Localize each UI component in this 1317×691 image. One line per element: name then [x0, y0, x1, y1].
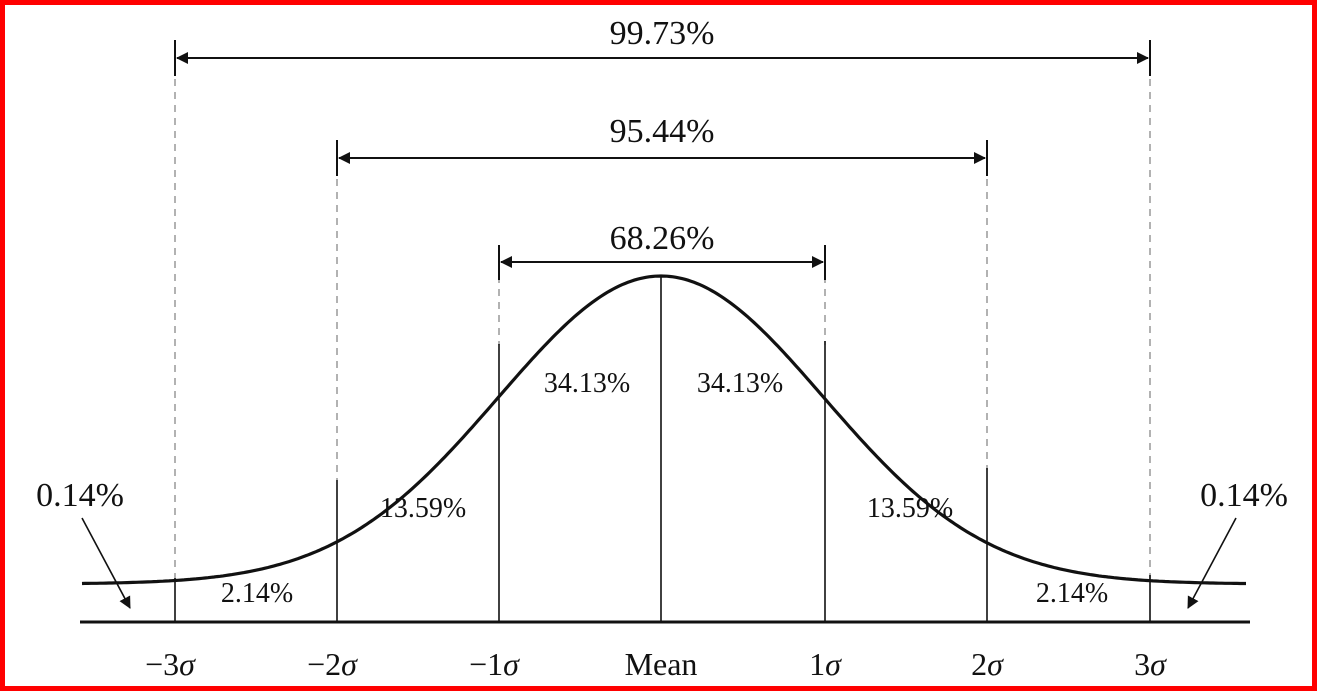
tick-plus3: 3σ [1134, 646, 1167, 682]
tick-mean: Mean [625, 646, 698, 682]
region-right-outer-label: 2.14% [1036, 578, 1108, 609]
region-right-inner-label: 34.13% [697, 368, 783, 399]
right-tail-arrow [1187, 517, 1237, 609]
region-dividers [174, 276, 1151, 622]
span2-label: 95.44% [610, 113, 715, 150]
tick-plus2: 2σ [971, 646, 1004, 682]
bell-curve [81, 274, 1246, 586]
tick-minus3: −3σ [145, 646, 196, 682]
region-right-mid-label: 13.59% [867, 493, 953, 524]
tick-plus1: 1σ [809, 646, 842, 682]
right-tail-label: 0.14% [1200, 477, 1288, 514]
region-left-mid-label: 13.59% [380, 493, 466, 524]
left-tail-arrow [81, 517, 131, 609]
region-left-outer-label: 2.14% [221, 578, 293, 609]
tick-minus2: −2σ [307, 646, 358, 682]
region-left-inner-label: 34.13% [544, 368, 630, 399]
span1-label: 68.26% [610, 220, 715, 257]
tick-minus1: −1σ [469, 646, 520, 682]
left-tail-label: 0.14% [36, 477, 124, 514]
span-bars [174, 40, 1151, 280]
span3-label: 99.73% [610, 15, 715, 52]
